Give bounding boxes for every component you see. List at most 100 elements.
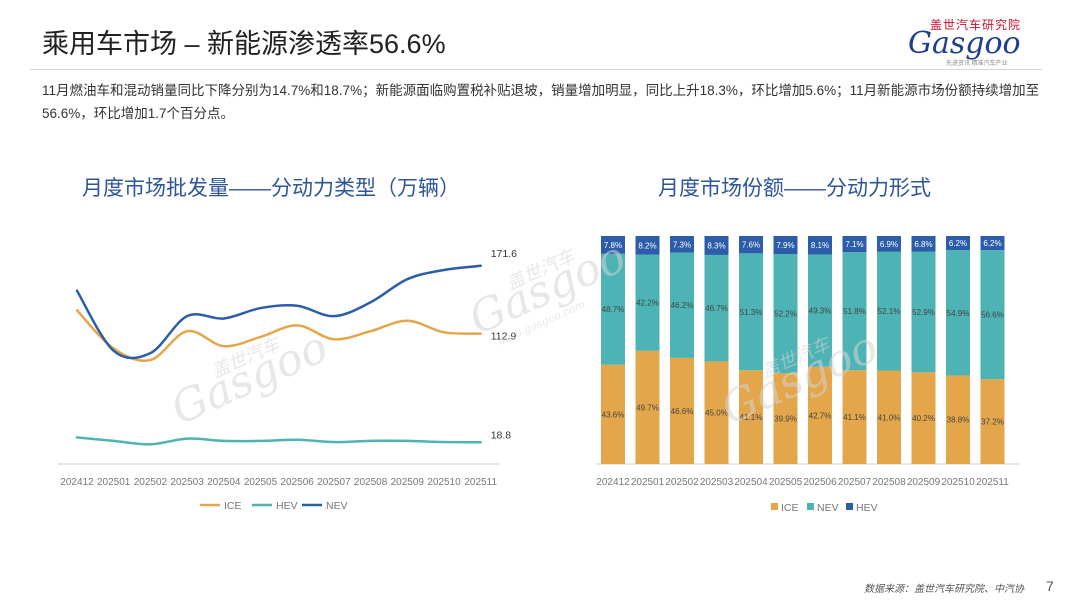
- bar-ice-label: 49.7%: [636, 403, 659, 412]
- bar-hev-segment: [877, 236, 901, 252]
- bar-x-tick-label: 202510: [941, 477, 975, 488]
- line-legend-label: HEV: [276, 500, 298, 512]
- bar-nev-label: 51.3%: [740, 308, 763, 317]
- line-x-tick-label: 202511: [464, 477, 497, 488]
- bar-x-tick-label: 202503: [700, 477, 734, 488]
- line-x-tick-label: 202509: [391, 477, 425, 488]
- bar-hev-label: 7.6%: [742, 241, 760, 250]
- line-x-tick-label: 202507: [317, 477, 351, 488]
- bar-hev-label: 6.2%: [949, 239, 967, 248]
- line-x-tick-label: 202505: [244, 477, 278, 488]
- bar-ice-segment: [877, 370, 901, 464]
- bar-nev-label: 46.7%: [705, 304, 728, 313]
- bar-hev-label: 8.3%: [707, 241, 725, 250]
- bar-x-tick-label: 202505: [769, 477, 803, 488]
- bar-hev-label: 6.8%: [914, 240, 932, 249]
- line-end-label-hev: 18.8: [491, 429, 512, 441]
- bar-ice-segment: [773, 373, 798, 464]
- bar-ice-label: 43.6%: [602, 410, 625, 419]
- line-x-tick-label: 202510: [427, 477, 461, 488]
- bar-hev-segment: [842, 236, 867, 253]
- line-series-nev: [75, 264, 482, 360]
- gasgoo-logo: 盖世汽车研究院 Gasgoo 先进资讯 精准汽车产业: [908, 16, 1040, 68]
- bar-ice-label: 40.2%: [912, 414, 935, 423]
- bar-chart-title: 月度市场份额——分动力形式: [658, 177, 931, 200]
- bar-nev-segment: [635, 254, 660, 351]
- bar-hev-label: 6.2%: [983, 239, 1001, 248]
- bar-nev-segment: [670, 252, 694, 358]
- bar-ice-segment: [670, 357, 694, 464]
- data-source: 数据来源：盖世汽车研究院、中汽协: [864, 584, 1024, 595]
- bar-x-tick-label: 202509: [907, 477, 941, 488]
- line-end-label-nev: 171.6: [491, 248, 517, 260]
- bar-hev-segment: [946, 236, 970, 251]
- bar-ice-label: 41.1%: [843, 413, 866, 422]
- bar-ice-segment: [704, 361, 729, 464]
- title-divider: [30, 69, 1042, 70]
- bar-hev-label: 7.1%: [845, 240, 863, 249]
- bar-hev-label: 7.3%: [673, 240, 691, 249]
- bar-nev-segment: [601, 253, 625, 365]
- bar-hev-segment: [739, 236, 763, 254]
- bar-legend-swatch: [771, 503, 778, 510]
- line-x-tick-label: 202501: [97, 477, 131, 488]
- bar-nev-segment: [877, 251, 901, 371]
- bar-ice-label: 41.0%: [878, 413, 901, 422]
- bar-hev-segment: [601, 236, 625, 254]
- bar-hev-segment: [635, 236, 660, 255]
- bar-x-tick-label: 202508: [872, 477, 906, 488]
- line-x-tick-label: 202506: [281, 477, 315, 488]
- bar-ice-segment: [601, 364, 625, 464]
- summary-text: 11月燃油车和混动销量同比下降分别为14.7%和18.7%；新能源面临购置税补贴…: [42, 83, 1040, 121]
- bar-hev-segment: [808, 236, 832, 255]
- bar-legend-swatch: [807, 503, 814, 510]
- line-x-tick-label: 202412: [60, 477, 94, 488]
- bar-x-tick-label: 202504: [734, 477, 768, 488]
- bar-nev-label: 42.2%: [636, 299, 659, 308]
- bar-legend-label: NEV: [817, 502, 839, 514]
- bar-nev-label: 56.6%: [981, 311, 1004, 320]
- bar-hev-segment: [980, 236, 1005, 251]
- bar-nev-label: 46.2%: [671, 301, 694, 310]
- page-title: 乘用车市场 – 新能源渗透率56.6%: [42, 29, 446, 59]
- bar-legend-label: ICE: [781, 502, 799, 514]
- bar-ice-segment: [911, 372, 936, 464]
- bar-nev-segment: [808, 254, 832, 367]
- bar-nev-segment: [946, 250, 970, 376]
- line-x-tick-label: 202502: [134, 477, 168, 488]
- bar-nev-segment: [980, 250, 1005, 380]
- line-series-ice: [75, 309, 482, 362]
- page-number: 7: [1046, 578, 1054, 594]
- line-legend-label: NEV: [326, 500, 348, 512]
- line-x-tick-label: 202508: [354, 477, 388, 488]
- bar-nev-label: 51.8%: [843, 307, 866, 316]
- line-x-tick-label: 202504: [207, 477, 241, 488]
- bar-ice-label: 37.2%: [981, 418, 1004, 427]
- bar-nev-segment: [911, 251, 936, 373]
- bar-x-tick-label: 202412: [596, 477, 630, 488]
- bar-nev-label: 49.3%: [809, 307, 832, 316]
- bar-nev-label: 52.1%: [878, 307, 901, 316]
- bar-hev-label: 8.1%: [811, 241, 829, 250]
- line-chart-title: 月度市场批发量——分动力类型（万辆）: [82, 177, 460, 200]
- bar-ice-label: 42.7%: [809, 411, 832, 420]
- bar-hev-label: 7.9%: [776, 241, 794, 250]
- bar-ice-label: 39.9%: [774, 415, 797, 424]
- line-x-tick-label: 202503: [170, 477, 204, 488]
- bar-nev-segment: [842, 252, 867, 371]
- bar-hev-segment: [773, 236, 798, 255]
- bar-legend-swatch: [846, 503, 853, 510]
- logo-wordmark: Gasgoo: [908, 26, 1021, 61]
- bar-ice-label: 38.8%: [947, 416, 970, 425]
- bar-ice-label: 46.6%: [671, 407, 694, 416]
- line-legend-label: ICE: [224, 500, 242, 512]
- bar-nev-label: 52.2%: [774, 310, 797, 319]
- bar-ice-label: 45.0%: [705, 409, 728, 418]
- bar-hev-segment: [704, 236, 729, 255]
- bar-x-tick-label: 202507: [838, 477, 872, 488]
- line-series-hev: [75, 436, 482, 446]
- bar-ice-segment: [946, 375, 970, 464]
- bar-ice-segment: [808, 366, 832, 464]
- watermark-word: Gasgoo: [164, 321, 336, 435]
